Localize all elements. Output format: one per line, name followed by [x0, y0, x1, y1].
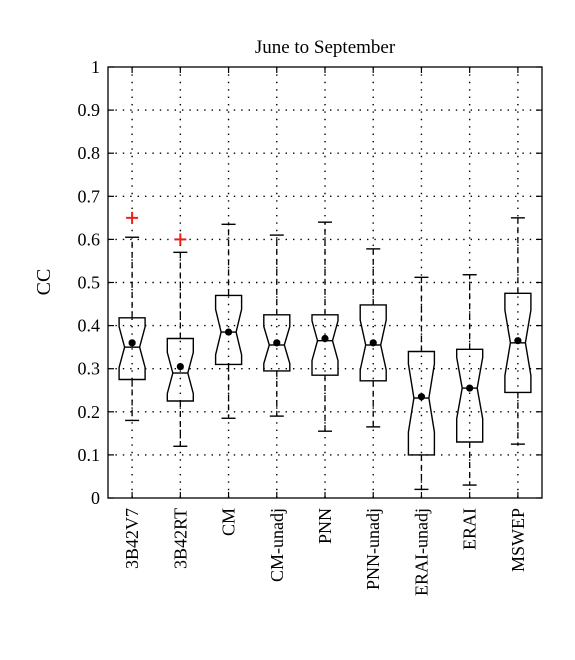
y-tick-label: 0.4 — [78, 316, 101, 336]
x-tick-label: ERAI-unadj — [411, 508, 431, 596]
x-tick-label: 3B42RT — [170, 508, 190, 569]
y-tick-label: 0.6 — [78, 229, 101, 249]
notched-box — [359, 304, 387, 382]
box-pnn-unadj — [359, 248, 387, 428]
mean-dot — [128, 339, 136, 347]
mean-dot — [273, 339, 281, 347]
box-mswep — [504, 217, 532, 445]
y-tick-label: 0.1 — [78, 445, 101, 465]
chart-title: June to September — [255, 37, 396, 58]
box-cm — [214, 223, 243, 419]
outlier-marker — [126, 211, 139, 224]
notched-box — [166, 337, 195, 402]
y-tick-label: 0.2 — [78, 402, 101, 422]
y-tick-label: 0.3 — [78, 359, 101, 379]
notched-box — [118, 317, 146, 381]
box-3b42rt — [166, 233, 195, 447]
box-pnn — [311, 221, 339, 432]
y-tick-label: 0.7 — [78, 186, 101, 206]
x-tick-label: ERAI — [460, 508, 480, 550]
boxes — [118, 211, 532, 491]
box-erai-unadj — [407, 276, 436, 491]
mean-dot — [369, 339, 377, 347]
outlier-marker — [174, 233, 187, 246]
notched-box — [407, 350, 436, 456]
x-tick-label: PNN — [315, 508, 335, 544]
y-tick-label: 0 — [91, 488, 100, 508]
x-tick-label: CM-unadj — [267, 508, 287, 582]
y-tick-label: 1 — [91, 57, 100, 77]
y-tick-label: 0.8 — [78, 143, 101, 163]
notched-box — [214, 294, 243, 366]
x-tick-label: 3B42V7 — [122, 508, 142, 569]
x-tick-label: PNN-unadj — [363, 508, 383, 590]
notched-box — [263, 314, 291, 372]
box-cm-unadj — [263, 234, 291, 417]
x-tick-label: CM — [219, 508, 239, 536]
mean-dot — [417, 393, 426, 401]
notched-box — [311, 314, 339, 376]
y-axis-label: CC — [33, 269, 55, 296]
notched-box — [504, 292, 532, 394]
notched-box — [456, 348, 484, 443]
mean-dot — [514, 337, 522, 345]
box-erai — [456, 274, 484, 486]
mean-dot — [321, 334, 329, 343]
x-tick-label: MSWEP — [508, 508, 528, 572]
mean-dot — [466, 384, 474, 392]
y-tick-label: 0.5 — [78, 273, 101, 293]
axes: 0 0.1 0.2 0.3 0.4 0.5 0.6 0.7 0.8 0.9 1 3B42V7 3B42R… — [78, 57, 542, 596]
box-3b42v7 — [118, 211, 146, 422]
mean-dot — [176, 362, 184, 371]
mean-dot — [224, 328, 233, 336]
y-tick-label: 0.9 — [78, 100, 101, 120]
